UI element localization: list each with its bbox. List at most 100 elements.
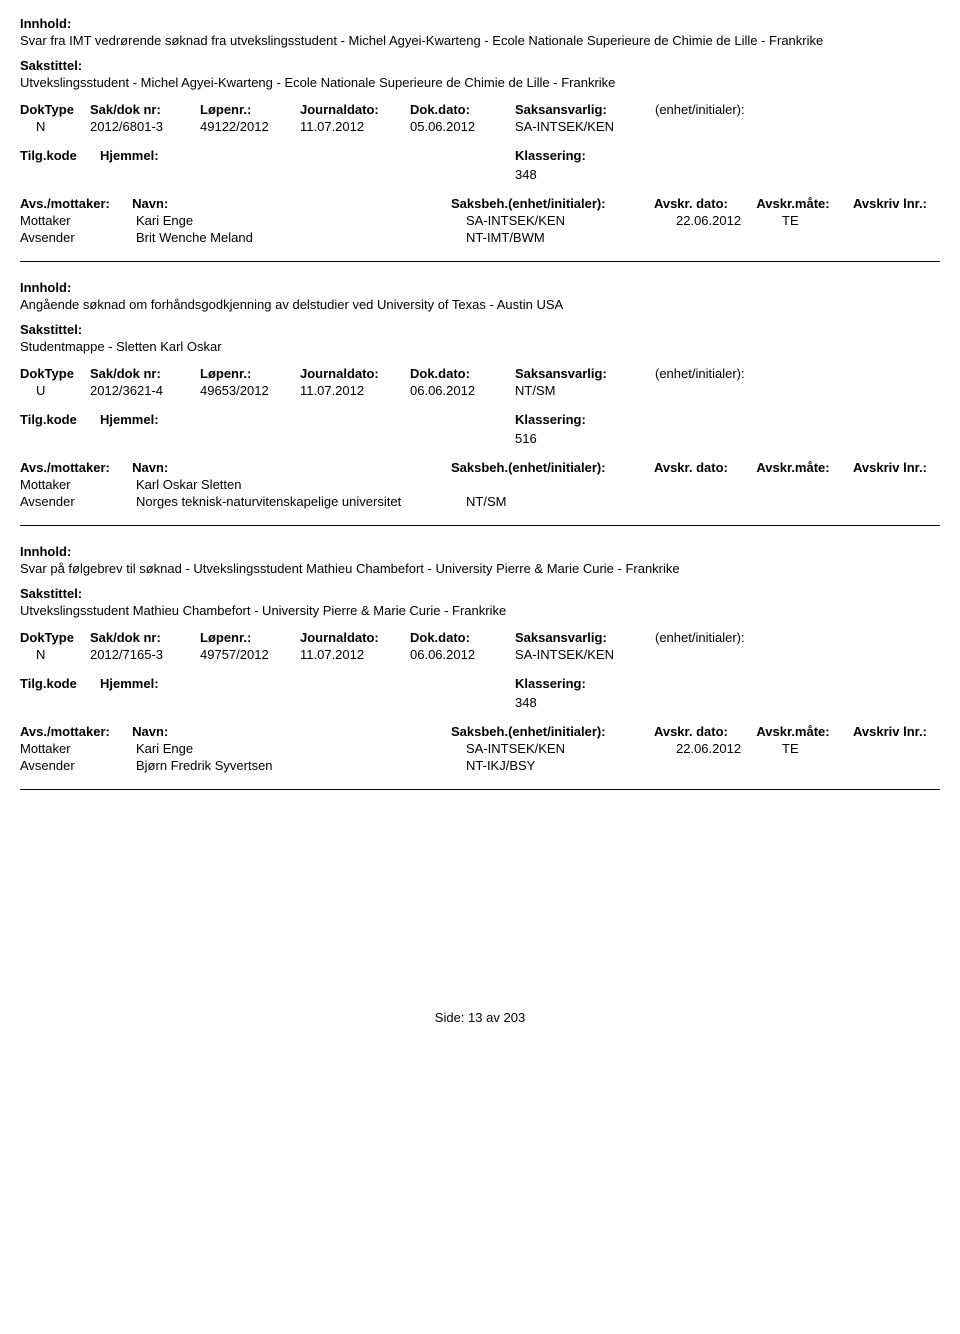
saksansvarlig-header: Saksansvarlig: — [515, 102, 655, 117]
avskrdato-header: Avskr. dato: — [654, 724, 756, 739]
meta-headers: DokType Sak/dok nr: Løpenr.: Journaldato… — [20, 366, 940, 381]
saksbeh-header: Saksbeh.(enhet/initialer): — [451, 196, 654, 211]
av-label: av — [486, 1010, 500, 1025]
sakdok-header: Sak/dok nr: — [90, 366, 200, 381]
journal-value: 11.07.2012 — [300, 647, 410, 662]
tilg-row: Tilg.kode Hjemmel: Klassering: — [20, 148, 940, 163]
doktype-header: DokType — [20, 630, 90, 645]
party-row: Avsender Norges teknisk-naturvitenskapel… — [20, 494, 940, 509]
party-mate: TE — [782, 213, 882, 228]
dokdato-value: 05.06.2012 — [410, 119, 515, 134]
party-name: Kari Enge — [136, 741, 466, 756]
hjemmel-label: Hjemmel: — [100, 148, 200, 163]
sakstittel-text: Studentmappe - Sletten Karl Oskar — [20, 339, 940, 354]
party-name: Norges teknisk-naturvitenskapelige unive… — [136, 494, 466, 509]
sakdok-header: Sak/dok nr: — [90, 630, 200, 645]
enhet-header: (enhet/initialer): — [655, 630, 795, 645]
party-date — [676, 477, 782, 492]
innhold-label: Innhold: — [20, 280, 940, 295]
meta-headers: DokType Sak/dok nr: Løpenr.: Journaldato… — [20, 630, 940, 645]
party-role: Avsender — [20, 758, 136, 773]
party-name: Brit Wenche Meland — [136, 230, 466, 245]
sakdok-value: 2012/7165-3 — [90, 647, 200, 662]
journal-header: Journaldato: — [300, 102, 410, 117]
page-footer: Side: 13 av 203 — [20, 1010, 940, 1025]
lopenr-header: Løpenr.: — [200, 366, 300, 381]
party-date — [676, 494, 782, 509]
avskrivlnr-header: Avskriv lnr.: — [853, 460, 940, 475]
enhet-header: (enhet/initialer): — [655, 102, 795, 117]
party-mate: TE — [782, 741, 882, 756]
journal-value: 11.07.2012 — [300, 383, 410, 398]
party-row: Avsender Bjørn Fredrik Syvertsen NT-IKJ/… — [20, 758, 940, 773]
party-date — [676, 230, 782, 245]
meta-headers: DokType Sak/dok nr: Løpenr.: Journaldato… — [20, 102, 940, 117]
journal-value: 11.07.2012 — [300, 119, 410, 134]
sakdok-value: 2012/3621-4 — [90, 383, 200, 398]
party-name: Bjørn Fredrik Syvertsen — [136, 758, 466, 773]
party-role: Mottaker — [20, 477, 136, 492]
party-mate — [782, 230, 882, 245]
sakstittel-text: Utvekslingsstudent Mathieu Chambefort - … — [20, 603, 940, 618]
tilgkode-label: Tilg.kode — [20, 412, 100, 427]
klassering-value: 348 — [515, 695, 940, 710]
lopenr-header: Løpenr.: — [200, 102, 300, 117]
navn-header: Navn: — [132, 196, 451, 211]
party-mate — [782, 494, 882, 509]
tilg-row: Tilg.kode Hjemmel: Klassering: — [20, 412, 940, 427]
record-0: Innhold: Svar fra IMT vedrørende søknad … — [20, 16, 940, 245]
total-pages: 203 — [504, 1010, 526, 1025]
party-role: Mottaker — [20, 213, 136, 228]
party-mate — [782, 477, 882, 492]
party-date: 22.06.2012 — [676, 741, 782, 756]
klassering-label: Klassering: — [515, 148, 586, 163]
klassering-value: 516 — [515, 431, 940, 446]
saksansvarlig-value: SA-INTSEK/KEN — [515, 647, 655, 662]
lopenr-value: 49757/2012 — [200, 647, 300, 662]
dokdato-header: Dok.dato: — [410, 102, 515, 117]
dokdato-header: Dok.dato: — [410, 630, 515, 645]
meta-values: N 2012/7165-3 49757/2012 11.07.2012 06.0… — [20, 647, 940, 662]
enhet-header: (enhet/initialer): — [655, 366, 795, 381]
hjemmel-label: Hjemmel: — [100, 412, 200, 427]
party-name: Karl Oskar Sletten — [136, 477, 466, 492]
party-date — [676, 758, 782, 773]
doktype-value: N — [20, 119, 90, 134]
saksansvarlig-value: NT/SM — [515, 383, 655, 398]
party-unit: SA-INTSEK/KEN — [466, 213, 676, 228]
doktype-value: U — [20, 383, 90, 398]
party-unit: NT/SM — [466, 494, 676, 509]
journal-header: Journaldato: — [300, 366, 410, 381]
avskrdato-header: Avskr. dato: — [654, 460, 756, 475]
party-unit: NT-IMT/BWM — [466, 230, 676, 245]
meta-values: N 2012/6801-3 49122/2012 11.07.2012 05.0… — [20, 119, 940, 134]
party-headers: Avs./mottaker: Navn: Saksbeh.(enhet/init… — [20, 460, 940, 475]
party-unit: NT-IKJ/BSY — [466, 758, 676, 773]
navn-header: Navn: — [132, 724, 451, 739]
saksansvarlig-header: Saksansvarlig: — [515, 630, 655, 645]
avskrivlnr-header: Avskriv lnr.: — [853, 724, 940, 739]
dokdato-value: 06.06.2012 — [410, 647, 515, 662]
avskrmate-header: Avskr.måte: — [756, 460, 853, 475]
sakstittel-label: Sakstittel: — [20, 58, 940, 73]
tilgkode-label: Tilg.kode — [20, 148, 100, 163]
avskrdato-header: Avskr. dato: — [654, 196, 756, 211]
party-name: Kari Enge — [136, 213, 466, 228]
avskrivlnr-header: Avskriv lnr.: — [853, 196, 940, 211]
hjemmel-label: Hjemmel: — [100, 676, 200, 691]
lopenr-header: Løpenr.: — [200, 630, 300, 645]
party-unit — [466, 477, 676, 492]
doktype-header: DokType — [20, 366, 90, 381]
innhold-text: Svar fra IMT vedrørende søknad fra utvek… — [20, 33, 940, 48]
klassering-label: Klassering: — [515, 676, 586, 691]
divider — [20, 525, 940, 526]
doktype-value: N — [20, 647, 90, 662]
saksansvarlig-value: SA-INTSEK/KEN — [515, 119, 655, 134]
meta-values: U 2012/3621-4 49653/2012 11.07.2012 06.0… — [20, 383, 940, 398]
avskrmate-header: Avskr.måte: — [756, 724, 853, 739]
party-role: Avsender — [20, 230, 136, 245]
journal-header: Journaldato: — [300, 630, 410, 645]
party-role: Mottaker — [20, 741, 136, 756]
dokdato-header: Dok.dato: — [410, 366, 515, 381]
innhold-text: Angående søknad om forhåndsgodkjenning a… — [20, 297, 940, 312]
